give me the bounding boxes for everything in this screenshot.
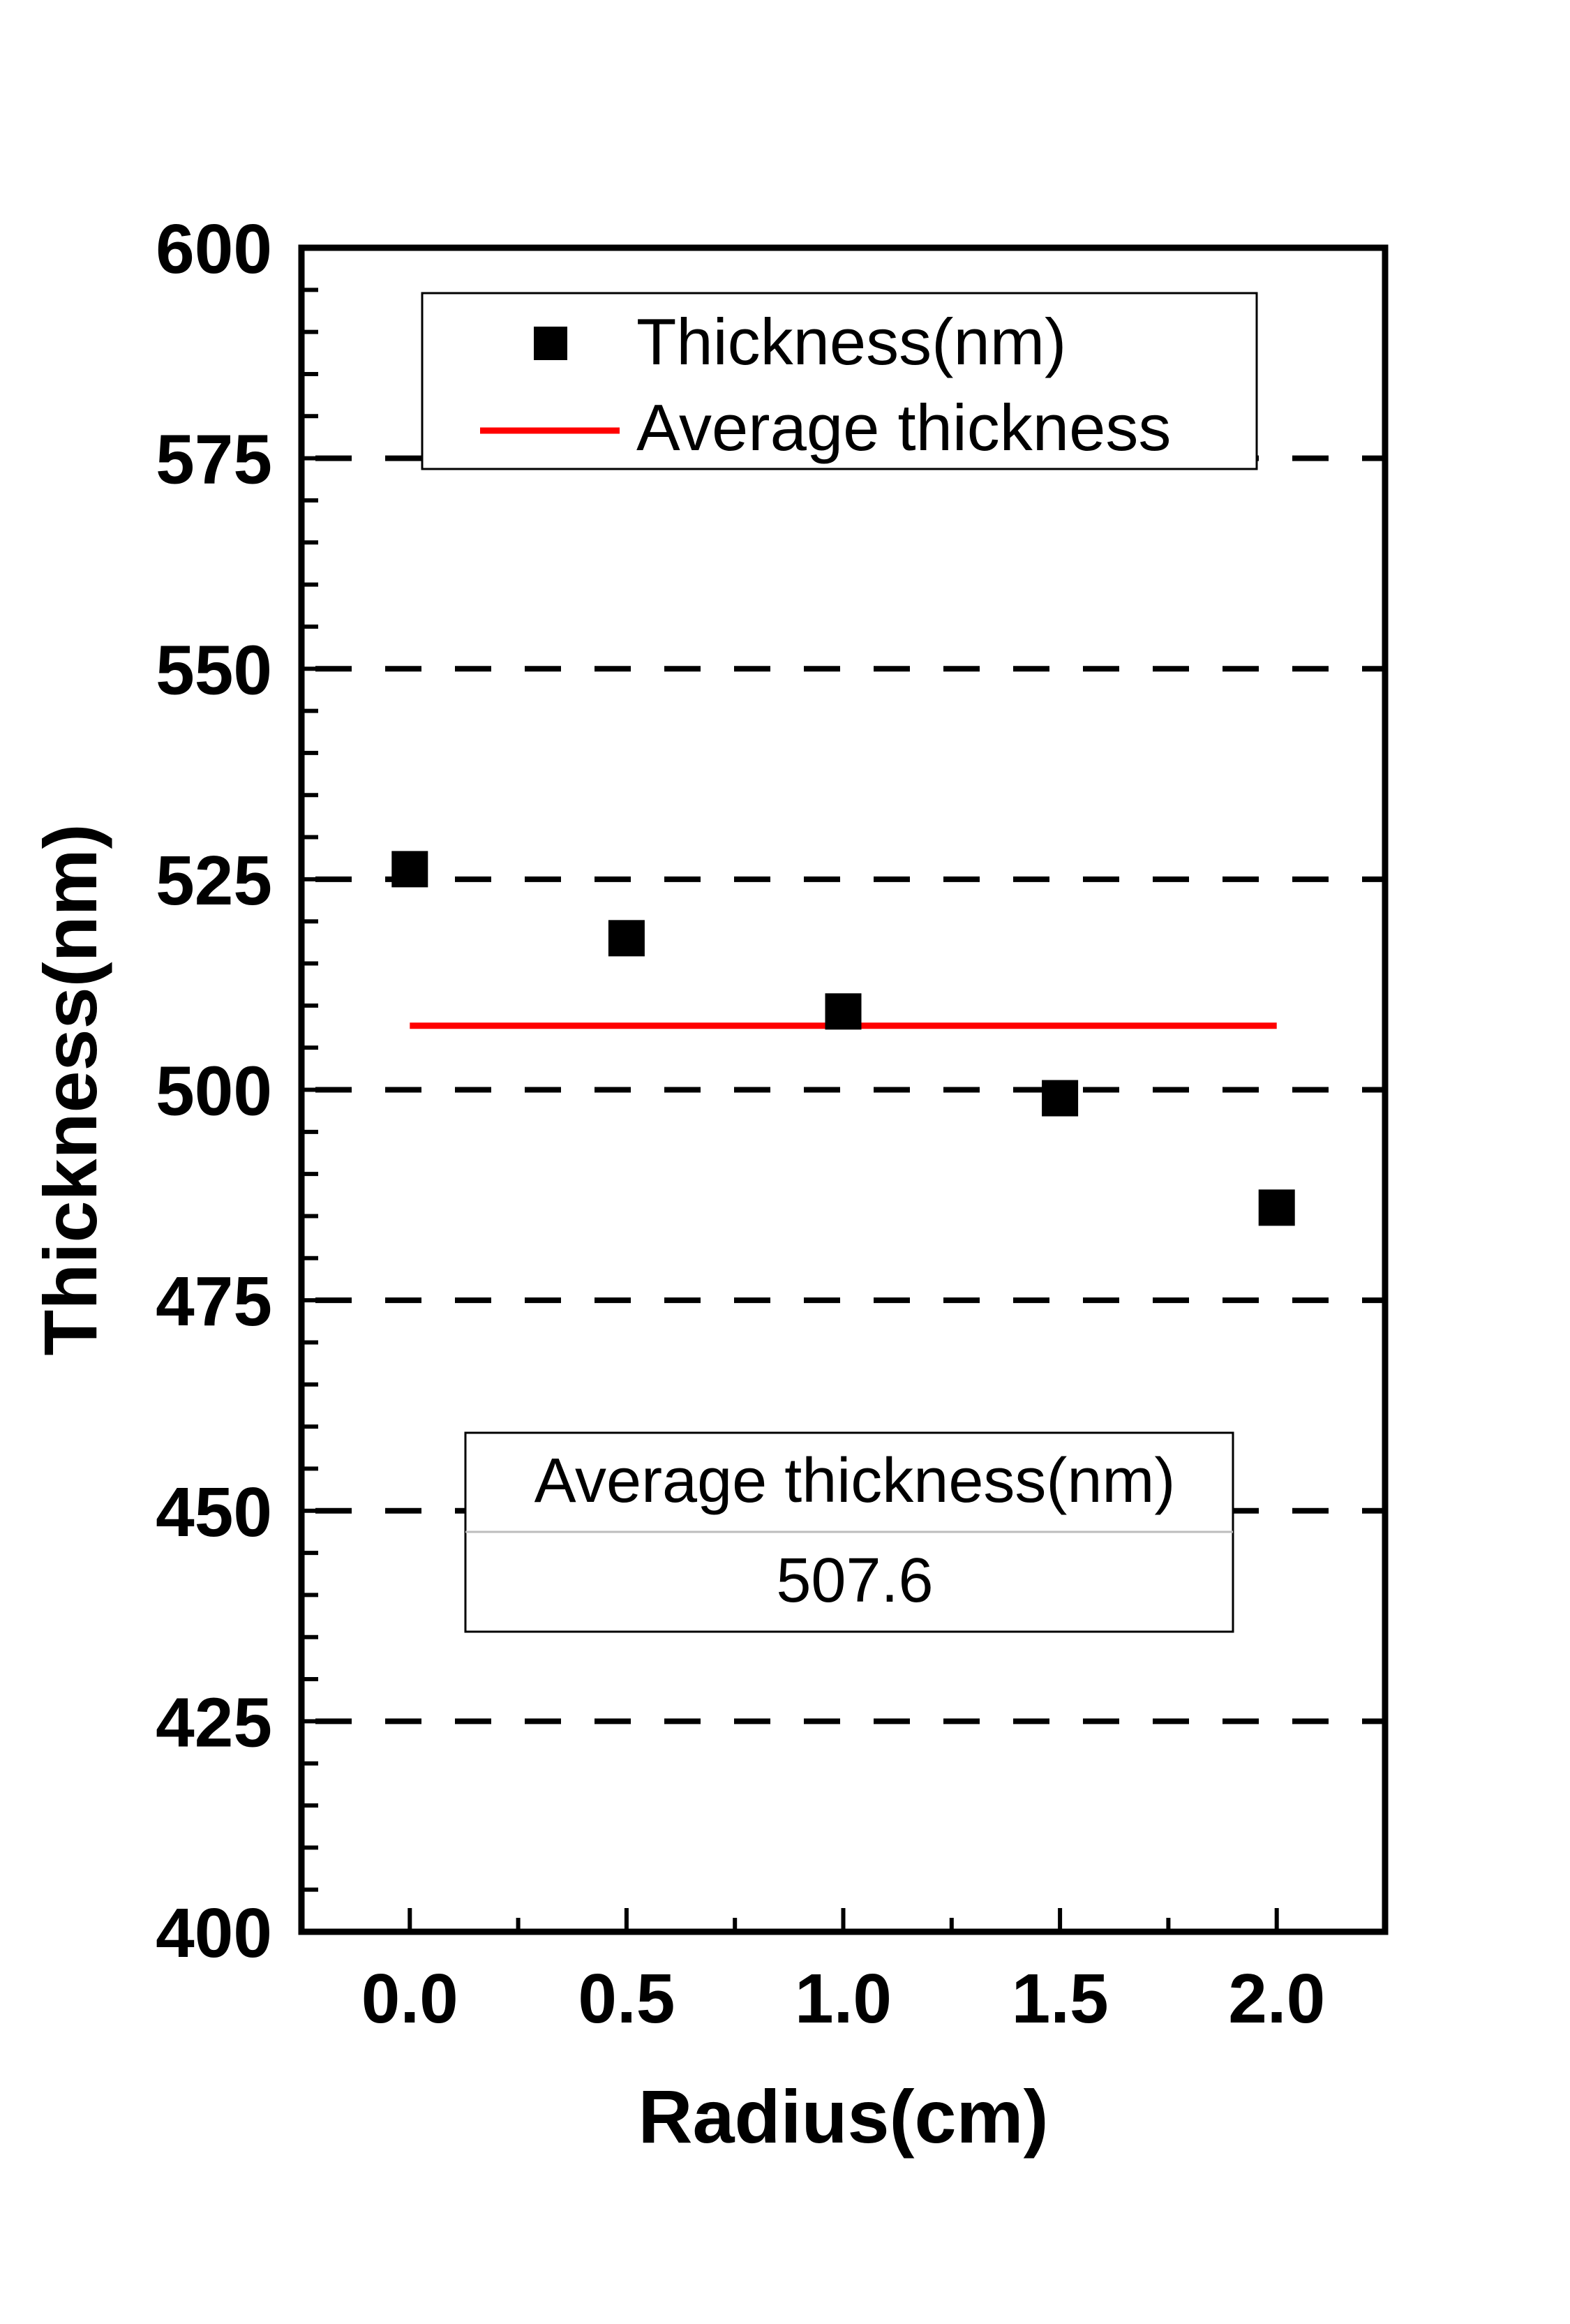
- table-header: Average thickness(nm): [534, 1446, 1176, 1516]
- x-tick-label-0.0: 0.0: [361, 1960, 458, 2038]
- y-tick-label-575: 575: [156, 421, 272, 499]
- table-value: 507.6: [776, 1546, 933, 1616]
- y-tick-label-600: 600: [156, 210, 272, 288]
- x-axis-title: Radius(cm): [638, 2074, 1048, 2159]
- thickness-point-0: [391, 851, 428, 888]
- y-tick-label-450: 450: [156, 1473, 272, 1551]
- thickness-point-4: [1258, 1189, 1295, 1226]
- y-tick-labels: 400 425 450 475 500 525 550 575 600: [156, 210, 272, 1972]
- x-tick-label-1.5: 1.5: [1012, 1960, 1109, 2038]
- thickness-point-2: [825, 993, 862, 1030]
- legend-label-thickness: Thickness(nm): [636, 305, 1066, 378]
- axis-ticks: [301, 246, 1279, 1934]
- x-tick-labels: 0.0 0.5 1.0 1.5 2.0: [361, 1960, 1325, 2038]
- y-tick-label-400: 400: [156, 1894, 272, 1972]
- y-tick-label-525: 525: [156, 842, 272, 920]
- x-tick-label-1.0: 1.0: [795, 1960, 892, 2038]
- x-tick-label-2.0: 2.0: [1228, 1960, 1325, 2038]
- y-tick-label-425: 425: [156, 1683, 272, 1761]
- x-tick-label-0.5: 0.5: [578, 1960, 675, 2038]
- legend-square-marker-icon: [534, 327, 567, 360]
- average-thickness-table: Average thickness(nm) 507.6: [464, 1431, 1234, 1633]
- y-tick-label-475: 475: [156, 1262, 272, 1341]
- y-tick-label-550: 550: [156, 631, 272, 709]
- legend-box: [421, 292, 1258, 470]
- thickness-point-3: [1042, 1080, 1079, 1117]
- legend-label-average: Average thickness: [636, 391, 1171, 464]
- plot-frame: [298, 244, 1389, 1935]
- y-axis-title: Thickness(nm): [28, 824, 112, 1355]
- legend: Thickness(nm) Average thickness: [421, 292, 1258, 470]
- y-tick-label-500: 500: [156, 1052, 272, 1131]
- thickness-point-1: [608, 920, 645, 957]
- data-series: [391, 851, 1295, 1226]
